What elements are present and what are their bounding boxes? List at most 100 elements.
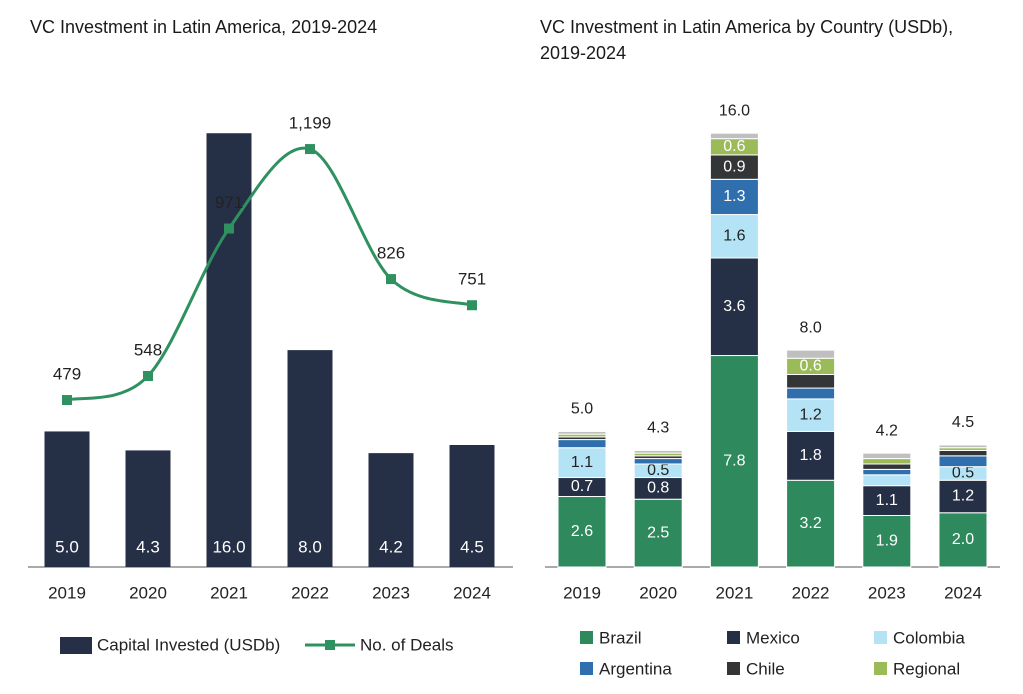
line-marker — [386, 274, 396, 285]
segment-value-label: 0.9 — [723, 158, 745, 175]
legend-label: Colombia — [893, 628, 965, 647]
segment-value-label: 1.9 — [876, 532, 898, 549]
segment-value-label: 1.2 — [799, 406, 821, 423]
bar-segment — [786, 387, 836, 400]
x-tick-label: 2019 — [48, 583, 86, 602]
line-value-label: 548 — [134, 340, 162, 359]
legend-label: No. of Deals — [360, 635, 454, 654]
legend-label: Capital Invested (USDb) — [97, 635, 280, 654]
total-label: 4.2 — [876, 422, 898, 439]
legend-label: Argentina — [599, 659, 672, 678]
segment-value-label: 0.5 — [952, 465, 974, 482]
bar-segment — [938, 512, 988, 568]
legend-swatch — [325, 640, 335, 650]
chart-title: VC Investment in Latin America, 2019-202… — [30, 17, 377, 37]
line-marker — [62, 395, 72, 406]
bar-segment — [786, 479, 836, 568]
line-value-label: 971 — [215, 193, 243, 212]
deals-line — [66, 146, 473, 402]
bar-segment — [862, 474, 912, 487]
bar-segment — [557, 430, 607, 435]
bar-segment — [557, 447, 607, 479]
legend-label: Regional — [893, 659, 960, 678]
legend-label: Chile — [746, 659, 785, 678]
legend-swatch — [727, 662, 740, 675]
segment-value-label: 1.8 — [799, 447, 821, 464]
legend-swatch — [580, 662, 593, 675]
bar-value-label: 4.5 — [460, 537, 484, 556]
segment-value-label: 1.2 — [952, 488, 974, 505]
segment-value-label: 1.6 — [723, 227, 745, 244]
bar-value-label: 4.3 — [136, 537, 160, 556]
bar — [449, 445, 495, 567]
total-label: 5.0 — [571, 401, 593, 418]
bar-segment — [786, 349, 836, 359]
bar-segment — [709, 214, 759, 259]
bar — [44, 431, 90, 567]
segment-value-label: 0.6 — [799, 358, 821, 375]
bar-segment — [709, 132, 759, 140]
bar-segment — [862, 458, 912, 465]
line-value-label: 479 — [53, 365, 81, 384]
bar-segment — [557, 439, 607, 449]
segment-value-label: 1.1 — [571, 454, 593, 471]
x-tick-label: 2021 — [715, 583, 753, 602]
segment-value-label: 0.8 — [647, 480, 669, 497]
bar-segment — [709, 154, 759, 180]
bar-segment — [938, 444, 988, 449]
segment-value-label: 3.6 — [723, 298, 745, 315]
total-label: 4.3 — [647, 420, 669, 437]
bar-segment — [709, 178, 759, 216]
legend-swatch — [727, 631, 740, 644]
total-label: 8.0 — [799, 319, 821, 336]
bar-value-label: 5.0 — [55, 537, 79, 556]
segment-value-label: 3.2 — [799, 515, 821, 532]
bar-segment — [709, 257, 759, 357]
bar-segment — [938, 455, 988, 468]
bar-segment — [633, 498, 683, 568]
segment-value-label: 0.7 — [571, 478, 593, 495]
bar-value-label: 8.0 — [298, 537, 322, 556]
segment-value-label: 1.1 — [876, 492, 898, 509]
bar-segment — [938, 479, 988, 514]
x-tick-label: 2023 — [868, 583, 906, 602]
x-tick-label: 2022 — [291, 583, 329, 602]
bar-segment — [862, 463, 912, 470]
segment-value-label: 0.5 — [647, 462, 669, 479]
bar-segment — [786, 430, 836, 481]
line-value-label: 1,199 — [289, 114, 332, 133]
x-tick-label: 2023 — [372, 583, 410, 602]
chart-title: VC Investment in Latin America by Countr… — [540, 17, 953, 37]
legend-swatch — [874, 662, 887, 675]
x-tick-label: 2024 — [944, 583, 982, 602]
bar-segment — [862, 452, 912, 460]
line-value-label: 826 — [377, 244, 405, 263]
bar-segment — [786, 398, 836, 432]
x-tick-label: 2024 — [453, 583, 491, 602]
bar-segment — [862, 514, 912, 568]
bar — [125, 450, 171, 567]
total-label: 4.5 — [952, 414, 974, 431]
line-marker — [467, 300, 477, 311]
bar-segment — [633, 458, 683, 465]
segment-value-label: 7.8 — [723, 452, 745, 469]
bar — [287, 350, 333, 567]
chart-title: 2019-2024 — [540, 43, 626, 63]
bar-segment — [786, 374, 836, 389]
x-tick-label: 2020 — [639, 583, 677, 602]
x-tick-label: 2020 — [129, 583, 167, 602]
bar-segment — [862, 468, 912, 476]
bar-segment — [633, 449, 683, 454]
total-label: 16.0 — [719, 102, 750, 119]
line-value-label: 751 — [458, 270, 486, 289]
x-tick-label: 2022 — [792, 583, 830, 602]
x-tick-label: 2021 — [210, 583, 248, 602]
legend-label: Mexico — [746, 628, 800, 647]
segment-value-label: 1.3 — [723, 188, 745, 205]
legend-swatch — [580, 631, 593, 644]
legend-swatch — [874, 631, 887, 644]
bar-segment — [938, 449, 988, 457]
line-marker — [305, 144, 315, 155]
bar-value-label: 4.2 — [379, 537, 403, 556]
